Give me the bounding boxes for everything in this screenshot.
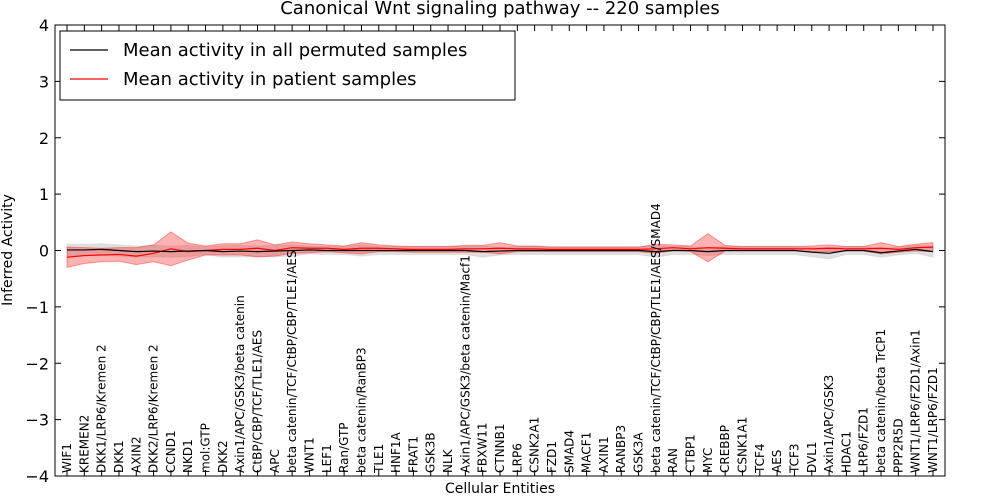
y-tick-label: −4 bbox=[25, 467, 49, 486]
legend-label-patient: Mean activity in patient samples bbox=[123, 69, 417, 90]
x-tick-label: WNT1/LRP6/FZD1 bbox=[926, 367, 940, 473]
x-tick-label: AXIN1 bbox=[597, 436, 611, 473]
x-tick-label: RANBP3 bbox=[614, 425, 628, 473]
x-tick-label: WNT1 bbox=[302, 437, 316, 473]
error-bands bbox=[66, 231, 934, 269]
x-tick-label: PPP2R5D bbox=[891, 418, 905, 473]
x-tick-label: beta catenin/beta TrCP1 bbox=[874, 329, 888, 473]
x-tick-label: NKD1 bbox=[181, 439, 195, 473]
x-tick-label: TCF4 bbox=[753, 443, 767, 474]
x-tick-label: APC bbox=[268, 449, 282, 473]
x-tick-label: LEF1 bbox=[320, 444, 334, 473]
x-tick-label: CtBP/CBP/TCF/TLE1/AES bbox=[251, 330, 265, 473]
x-tick-label: HDAC1 bbox=[839, 431, 853, 473]
x-tick-label: LRP6 bbox=[510, 443, 524, 473]
y-tick-label: −2 bbox=[25, 354, 49, 373]
x-tick-label: WNT1/LRP6/FZD1/Axin1 bbox=[909, 329, 923, 473]
x-tick-label: LRP6/FZD1 bbox=[857, 407, 871, 473]
x-tick-label: RAN bbox=[666, 448, 680, 473]
x-tick-label: FRAT1 bbox=[406, 436, 420, 473]
x-axis-ticks: WIF1 KREMEN2 DKK1/LRP6/Kremen 2 DKK1 AXIN2 DK… bbox=[60, 25, 940, 476]
x-tick-label: FBXW11 bbox=[476, 423, 490, 474]
x-tick-label: Axin1/APC/GSK3 bbox=[822, 375, 836, 473]
legend-label-permuted: Mean activity in all permuted samples bbox=[123, 40, 467, 61]
x-tick-label: CCND1 bbox=[164, 430, 178, 473]
x-tick-label: CSNK1A1 bbox=[735, 417, 749, 473]
x-tick-label: DKK1 bbox=[112, 440, 126, 473]
x-tick-label: TLE1 bbox=[372, 444, 386, 474]
x-tick-label: SMAD4 bbox=[562, 430, 576, 473]
legend: Mean activity in all permuted samples Me… bbox=[59, 30, 516, 101]
x-tick-label: CSNK2A1 bbox=[528, 417, 542, 473]
y-tick-label: 3 bbox=[39, 72, 49, 91]
y-tick-label: 0 bbox=[39, 242, 49, 261]
x-tick-label: DKK2/LRP6/Kremen 2 bbox=[147, 344, 161, 473]
x-tick-label: TCF3 bbox=[787, 443, 801, 474]
series-1-line bbox=[66, 246, 934, 258]
x-tick-label: NLK bbox=[441, 448, 455, 473]
x-tick-label: HNF1A bbox=[389, 431, 403, 473]
y-tick-label: 2 bbox=[39, 129, 49, 148]
series-1-band bbox=[66, 231, 934, 269]
x-axis-label: Cellular Entities bbox=[445, 481, 555, 497]
x-tick-label: GSK3A bbox=[632, 432, 646, 473]
series-lines bbox=[66, 246, 934, 258]
x-tick-label: beta catenin/RanBP3 bbox=[354, 347, 368, 473]
x-tick-label: Axin1/APC/GSK3/beta catenin bbox=[233, 295, 247, 473]
x-tick-label: FZD1 bbox=[545, 441, 559, 473]
y-tick-label: 4 bbox=[39, 16, 49, 35]
x-tick-label: AXIN2 bbox=[129, 436, 143, 473]
x-tick-label: CTBP1 bbox=[684, 434, 698, 473]
chart-title: Canonical Wnt signaling pathway -- 220 s… bbox=[280, 0, 720, 19]
y-tick-label: 1 bbox=[39, 185, 49, 204]
series-0-line bbox=[67, 248, 934, 254]
x-tick-label: MACF1 bbox=[580, 432, 594, 473]
x-tick-label: mol:GTP bbox=[199, 423, 213, 473]
x-tick-label: MYC bbox=[701, 448, 715, 473]
x-tick-label: Axin1/APC/GSK3/beta catenin/Macf1 bbox=[458, 255, 472, 473]
x-tick-label: CTNNB1 bbox=[493, 423, 507, 473]
x-tick-label: beta catenin/TCF/CtBP/CBP/TLE1/AES/SMAD4 bbox=[649, 203, 663, 473]
x-tick-label: AES bbox=[770, 450, 784, 473]
legend-box bbox=[59, 30, 516, 101]
y-axis-label: Inferred Activity bbox=[0, 194, 16, 306]
y-axis-ticks: −4 −3 −2 −1 0 1 2 3 4 bbox=[25, 16, 945, 486]
x-tick-label: GSK3B bbox=[424, 432, 438, 473]
x-tick-label: beta catenin/TCF/CtBP/CBP/TLE1/AES bbox=[285, 250, 299, 473]
x-tick-label: CREBBP bbox=[718, 425, 732, 473]
x-tick-label: WIF1 bbox=[60, 443, 74, 473]
y-tick-label: −3 bbox=[25, 411, 49, 430]
x-tick-label: DKK1/LRP6/Kremen 2 bbox=[95, 344, 109, 473]
x-tick-label: KREMEN2 bbox=[77, 415, 91, 473]
x-tick-label: DVL1 bbox=[805, 441, 819, 473]
y-tick-label: −1 bbox=[25, 298, 49, 317]
x-tick-label: DKK2 bbox=[216, 440, 230, 473]
x-tick-label: Ran/GTP bbox=[337, 422, 351, 473]
